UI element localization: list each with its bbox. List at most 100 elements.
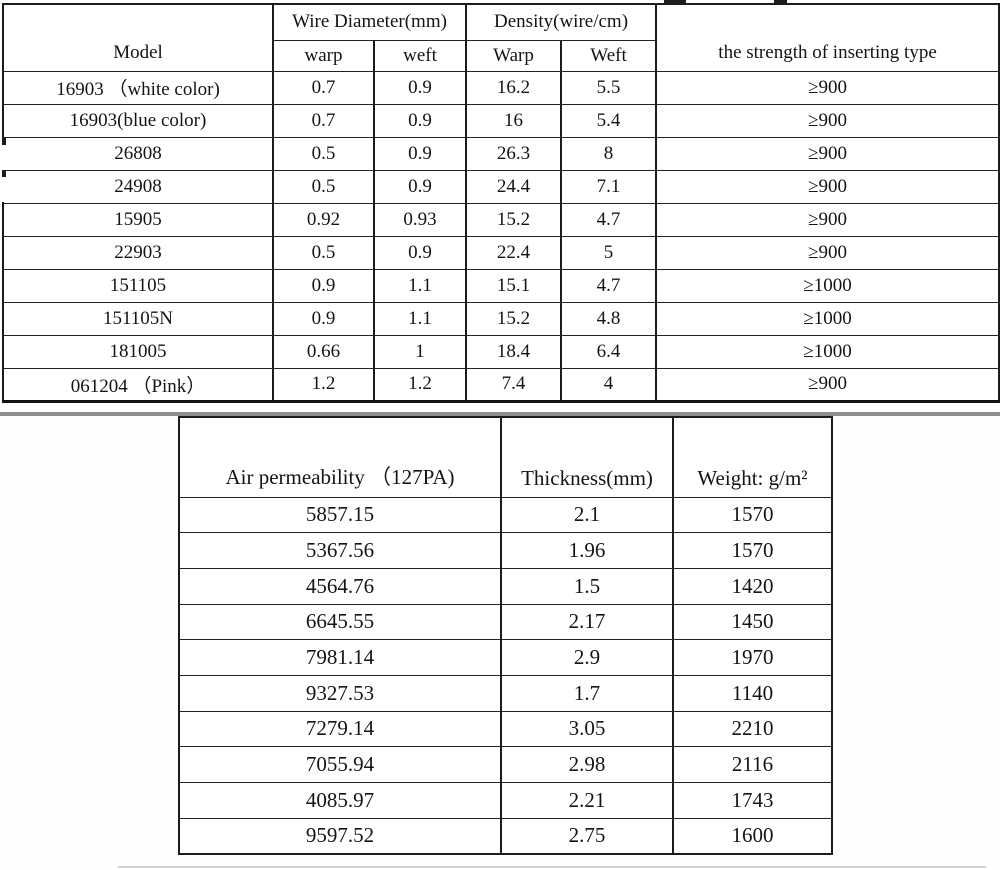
table-cell: 151105 — [2, 268, 274, 303]
table-cell: ≥900 — [655, 235, 1000, 270]
table-cell: 0.9 — [272, 268, 375, 303]
header-weight: Weight: g/m² — [672, 416, 833, 498]
table-cell: 18.4 — [465, 334, 563, 369]
table-cell: 1.7 — [500, 674, 674, 712]
table-cell: 1970 — [672, 639, 833, 676]
table-cell: 7055.94 — [178, 746, 502, 783]
table-cell: 2.1 — [500, 496, 674, 534]
table-cell: ≥1000 — [655, 301, 1000, 336]
perm-table-body: 5857.15 2.1 1570 5367.56 1.96 1570 4564.76 1.5 1… — [178, 496, 833, 855]
table-cell: 1.5 — [500, 567, 674, 605]
table-cell: 7.4 — [465, 367, 563, 402]
table-cell: 7981.14 — [178, 639, 502, 676]
scan-faint-line — [118, 866, 986, 868]
table-cell: 26808 — [2, 136, 274, 171]
table-cell: 1420 — [672, 567, 833, 605]
table-cell: 0.9 — [372, 70, 468, 105]
table-cell: 15905 — [2, 202, 274, 237]
table-cell: 151105N — [2, 301, 274, 336]
table-cell: 1.96 — [500, 532, 674, 569]
wire-specification-table: Model Wire Diameter(mm) Density(wire/cm)… — [2, 3, 1000, 403]
table-row: 7981.14 2.9 1970 — [178, 639, 833, 676]
table-cell: 4.7 — [560, 202, 658, 237]
table-cell: 4564.76 — [178, 567, 502, 605]
air-permeability-table: Air permeability （127PA) Thickness(mm) W… — [178, 416, 833, 855]
table-cell: 1.1 — [372, 301, 468, 336]
table-cell: 5.5 — [560, 70, 658, 105]
scan-dash-artifact — [664, 0, 686, 4]
table-cell: 7.1 — [560, 169, 658, 204]
table-cell: 0.7 — [272, 103, 375, 138]
table-cell: 0.9 — [372, 235, 468, 270]
table-cell: 7279.14 — [178, 710, 502, 748]
table-cell: 1450 — [672, 603, 833, 641]
table-cell: ≥900 — [655, 169, 1000, 204]
table-cell: 2210 — [672, 710, 833, 748]
table-cell: 2.17 — [500, 603, 674, 641]
table-cell: 1570 — [672, 496, 833, 534]
table-cell: ≥900 — [655, 136, 1000, 171]
table-cell: 6645.55 — [178, 603, 502, 641]
table-cell: 1.2 — [272, 367, 375, 402]
table-row: 7055.94 2.98 2116 — [178, 746, 833, 783]
table-cell: 0.92 — [272, 202, 375, 237]
table-cell: 1600 — [672, 817, 833, 855]
table-row: 24908 0.5 0.9 24.4 7.1 ≥900 — [2, 169, 1000, 204]
table-cell: 0.7 — [272, 70, 375, 105]
table-cell: 0.9 — [272, 301, 375, 336]
table-cell: 4 — [560, 367, 658, 402]
table-cell: 4.8 — [560, 301, 658, 336]
table-row: 151105N 0.9 1.1 15.2 4.8 ≥1000 — [2, 301, 1000, 336]
table-cell: ≥900 — [655, 367, 1000, 402]
table-row: 181005 0.66 1 18.4 6.4 ≥1000 — [2, 334, 1000, 369]
header-model: Model — [2, 3, 274, 72]
table-cell: 2.9 — [500, 639, 674, 676]
table-row: 5857.15 2.1 1570 — [178, 496, 833, 534]
table-row: 26808 0.5 0.9 26.3 8 ≥900 — [2, 136, 1000, 171]
table-cell: 22.4 — [465, 235, 563, 270]
table-cell: 1.2 — [372, 367, 468, 402]
table-cell: 15.2 — [465, 301, 563, 336]
table-cell: 16.2 — [465, 70, 563, 105]
table-cell: 0.5 — [272, 235, 375, 270]
table-row: 061204 （Pink） 1.2 1.2 7.4 4 ≥900 — [2, 367, 1000, 402]
table-cell: 4085.97 — [178, 782, 502, 819]
scan-hook-mark — [2, 170, 6, 177]
header-warp-density: Warp — [465, 39, 563, 72]
table-cell: ≥1000 — [655, 334, 1000, 369]
table-row: 15905 0.92 0.93 15.2 4.7 ≥900 — [2, 202, 1000, 237]
header-air-permeability: Air permeability （127PA) — [178, 416, 502, 498]
table-cell: 1140 — [672, 674, 833, 712]
table-cell: 3.05 — [500, 710, 674, 748]
table-cell: 5857.15 — [178, 496, 502, 534]
table-cell: 5.4 — [560, 103, 658, 138]
table-cell: 0.66 — [272, 334, 375, 369]
table-cell: ≥900 — [655, 103, 1000, 138]
table-row: 6645.55 2.17 1450 — [178, 603, 833, 641]
table-header-row: Model Wire Diameter(mm) Density(wire/cm)… — [2, 3, 1000, 72]
table-cell: 0.5 — [272, 136, 375, 171]
table-header-row: Air permeability （127PA) Thickness(mm) W… — [178, 416, 833, 498]
table-cell: 26.3 — [465, 136, 563, 171]
header-weft-density: Weft — [560, 39, 658, 72]
table-cell: 0.9 — [372, 136, 468, 171]
table-cell: ≥1000 — [655, 268, 1000, 303]
table-row: 9597.52 2.75 1600 — [178, 817, 833, 855]
table-row: 22903 0.5 0.9 22.4 5 ≥900 — [2, 235, 1000, 270]
table-cell: 2.75 — [500, 817, 674, 855]
table-row: 5367.56 1.96 1570 — [178, 532, 833, 569]
table-row: 7279.14 3.05 2210 — [178, 710, 833, 748]
table-cell: 5 — [560, 235, 658, 270]
table-subheader-row: warp weft Warp Weft — [3, 39, 999, 72]
table-row: 16903(blue color) 0.7 0.9 16 5.4 ≥900 — [2, 103, 1000, 138]
table-cell: 1 — [372, 334, 468, 369]
table-cell: 22903 — [2, 235, 274, 270]
table-cell: 24.4 — [465, 169, 563, 204]
table-cell: 8 — [560, 136, 658, 171]
table-cell: 16 — [465, 103, 563, 138]
spec-table-body: 16903 （white color) 0.7 0.9 16.2 5.5 ≥900 1690… — [2, 70, 1000, 402]
table-row: 4564.76 1.5 1420 — [178, 567, 833, 605]
header-weft-diameter: weft — [372, 39, 468, 72]
header-thickness: Thickness(mm) — [500, 416, 674, 498]
